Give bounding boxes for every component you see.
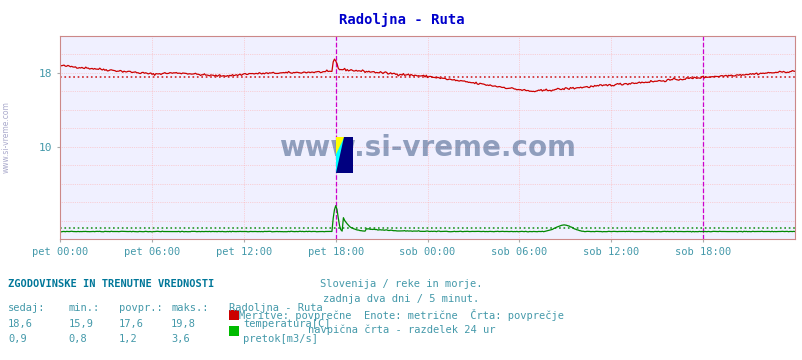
Text: 1,2: 1,2 [119,334,137,344]
Text: www.si-vreme.com: www.si-vreme.com [279,134,575,162]
Text: Slovenija / reke in morje.: Slovenija / reke in morje. [320,279,482,289]
Text: 3,6: 3,6 [171,334,189,344]
Text: 19,8: 19,8 [171,319,196,329]
Text: temperatura[C]: temperatura[C] [243,319,330,329]
Text: www.si-vreme.com: www.si-vreme.com [2,101,11,173]
Text: 0,9: 0,9 [8,334,26,344]
Text: navpična črta - razdelek 24 ur: navpična črta - razdelek 24 ur [307,324,495,335]
Text: povpr.:: povpr.: [119,303,162,313]
Text: sedaj:: sedaj: [8,303,46,313]
Text: Radoljna - Ruta: Radoljna - Ruta [338,13,464,27]
Text: pretok[m3/s]: pretok[m3/s] [243,334,318,344]
Text: min.:: min.: [68,303,99,313]
Text: ZGODOVINSKE IN TRENUTNE VREDNOSTI: ZGODOVINSKE IN TRENUTNE VREDNOSTI [8,279,214,289]
Polygon shape [335,137,353,173]
Polygon shape [335,137,344,155]
Polygon shape [335,137,353,173]
Text: maks.:: maks.: [171,303,209,313]
Text: Radoljna - Ruta: Radoljna - Ruta [229,303,322,313]
Text: 0,8: 0,8 [68,334,87,344]
Text: Meritve: povprečne  Enote: metrične  Črta: povprečje: Meritve: povprečne Enote: metrične Črta:… [239,309,563,321]
Text: 17,6: 17,6 [119,319,144,329]
Text: zadnja dva dni / 5 minut.: zadnja dva dni / 5 minut. [323,294,479,304]
Text: 15,9: 15,9 [68,319,93,329]
Text: 18,6: 18,6 [8,319,33,329]
